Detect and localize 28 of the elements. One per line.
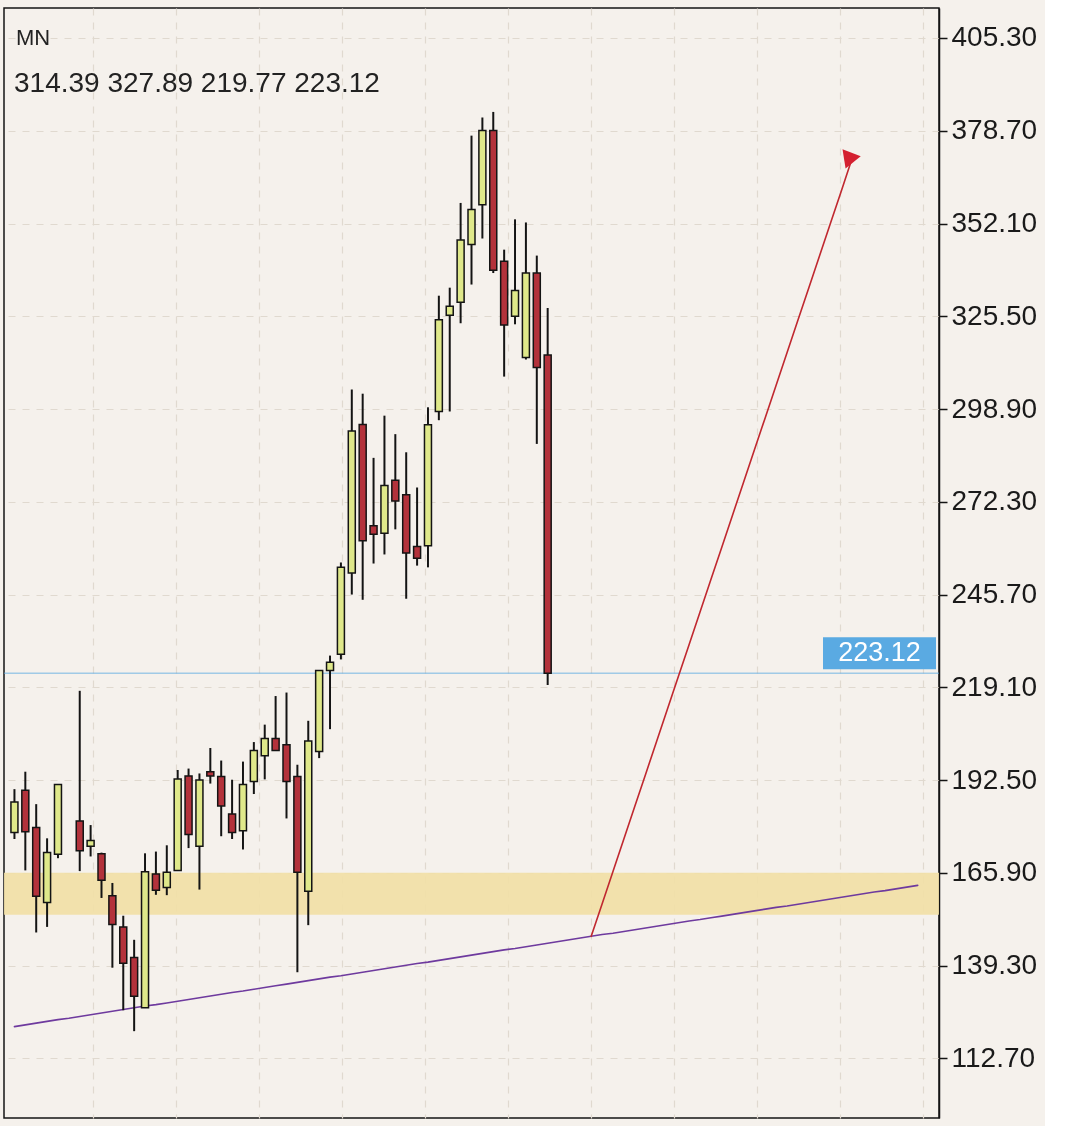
candlestick: [151, 850, 161, 896]
line-series: [13, 884, 919, 1028]
text: MN: [16, 25, 51, 50]
candlestick: [445, 286, 454, 413]
candlestick: [325, 654, 335, 731]
candlestick: [206, 747, 215, 785]
y-tick-label: 378.70: [951, 114, 1038, 146]
y-tick-label: 139.30: [951, 949, 1038, 981]
y-tick-label: 352.10: [951, 207, 1038, 239]
y-tick-label: 405.30: [951, 21, 1038, 53]
text: 314.39 327.89 219.77 223.12: [14, 67, 380, 98]
y-tick-label: 298.90: [951, 392, 1038, 424]
y-tick-label: 165.90: [951, 856, 1038, 888]
y-tick-label: 272.30: [951, 485, 1038, 517]
candlestick: [271, 695, 280, 752]
ref-line-label: 223.12: [838, 637, 921, 668]
y-tick-label: 219.10: [951, 670, 1038, 702]
y-tick-label: 245.70: [951, 578, 1038, 610]
candlestick: [391, 433, 400, 531]
candlestick: [369, 456, 378, 565]
y-tick-label: 112.70: [951, 1041, 1036, 1073]
candlestick: [227, 778, 237, 841]
y-tick-label: 192.50: [951, 763, 1038, 795]
candlestick: [86, 824, 95, 858]
candlestick: [260, 723, 269, 781]
candlestick: [412, 486, 422, 567]
candlestick: [162, 844, 172, 897]
y-tick-label: 325.50: [951, 299, 1038, 331]
